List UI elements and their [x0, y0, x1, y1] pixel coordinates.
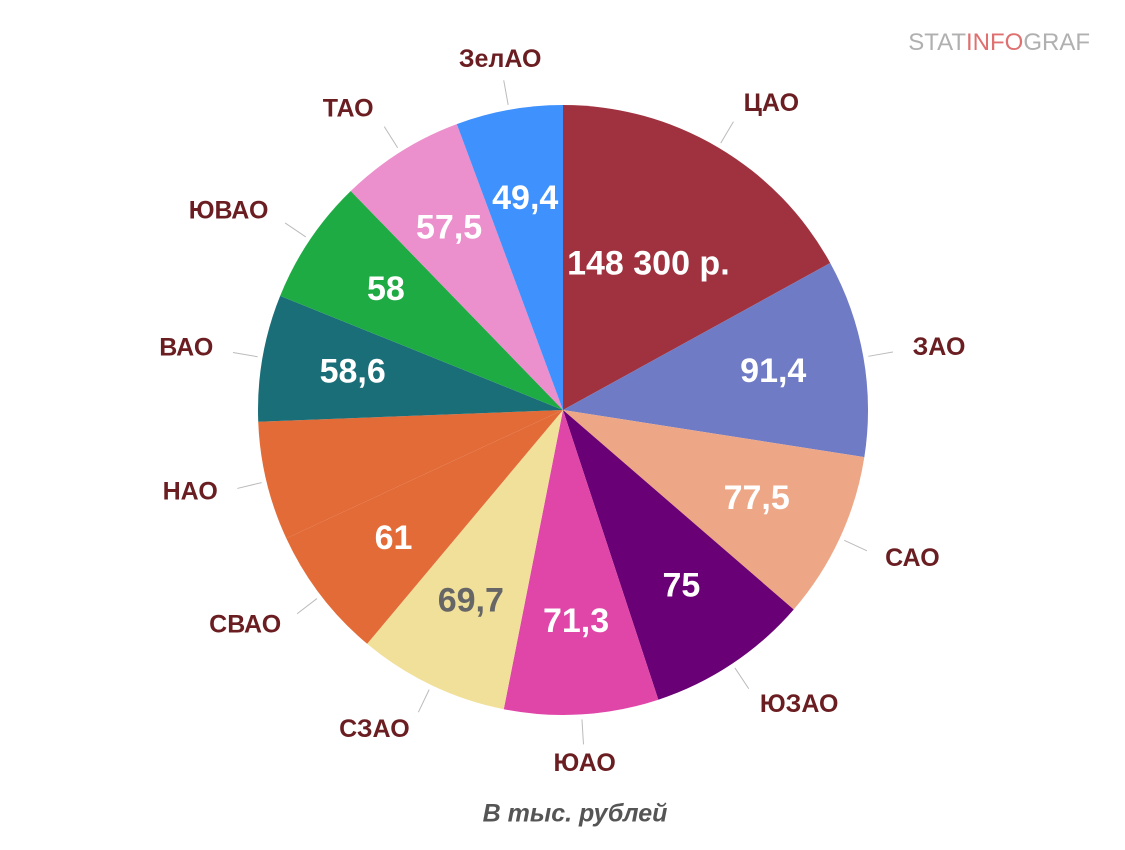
pie-slice: [563, 105, 831, 410]
value-label: 57,5: [416, 208, 482, 246]
pie-slice: [456, 105, 563, 410]
pie-slice: [563, 410, 794, 700]
pie-slice: [350, 124, 563, 411]
leader-line: [232, 351, 258, 358]
pie-slice: [258, 295, 563, 422]
value-label: 77,5: [724, 479, 790, 517]
value-label: 49,4: [492, 179, 558, 217]
category-label: ЗелАО: [459, 45, 542, 73]
category-label: ТАО: [323, 94, 374, 122]
leader-line: [844, 539, 868, 552]
leader-line: [296, 598, 318, 615]
watermark-part: INFO: [966, 29, 1023, 56]
leader-line: [417, 689, 430, 713]
leader-line: [284, 222, 307, 238]
value-label: 71,3: [543, 602, 609, 640]
leader-line: [868, 351, 894, 357]
category-label: ЗАО: [913, 333, 966, 361]
value-label: 69,7: [438, 582, 504, 620]
leader-line: [581, 719, 584, 745]
leader-line: [720, 121, 734, 144]
leader-line: [503, 80, 509, 105]
value-label: 61: [375, 519, 413, 557]
category-label: ЮВАО: [189, 196, 269, 224]
leader-line: [383, 126, 399, 149]
category-label: ВАО: [159, 334, 213, 362]
category-label: ЦАО: [744, 89, 799, 117]
watermark: STATINFOGRAF: [908, 29, 1090, 56]
category-label: НАО: [163, 478, 218, 506]
value-label: 148 300 р.: [567, 245, 730, 283]
pie-slice: [503, 410, 659, 715]
value-label: 75: [662, 567, 700, 605]
watermark-part: STAT: [908, 29, 966, 56]
pie-slice: [367, 410, 563, 710]
leader-line: [734, 667, 750, 690]
category-label: САО: [885, 544, 940, 572]
pie-slice: [563, 410, 865, 610]
category-label: ЮАО: [554, 749, 616, 777]
leader-line: [237, 482, 262, 489]
pie-slice: [286, 410, 563, 644]
category-label: СЗАО: [339, 715, 410, 743]
pie-slice: [280, 190, 563, 410]
category-label: СВАО: [209, 611, 281, 639]
watermark-part: GRAF: [1023, 29, 1090, 56]
pie-slice: [563, 262, 868, 458]
value-label: 91,4: [740, 352, 806, 390]
pie-slice: [258, 410, 563, 539]
category-label: ЮЗАО: [760, 690, 839, 718]
subtitle: В тыс. рублей: [483, 800, 668, 828]
value-label: 58: [367, 270, 405, 308]
value-label: 58,6: [320, 352, 386, 390]
